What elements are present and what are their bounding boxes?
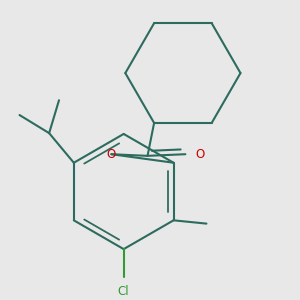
Text: Cl: Cl [118,285,130,298]
Text: O: O [195,148,205,161]
Text: O: O [107,148,116,161]
